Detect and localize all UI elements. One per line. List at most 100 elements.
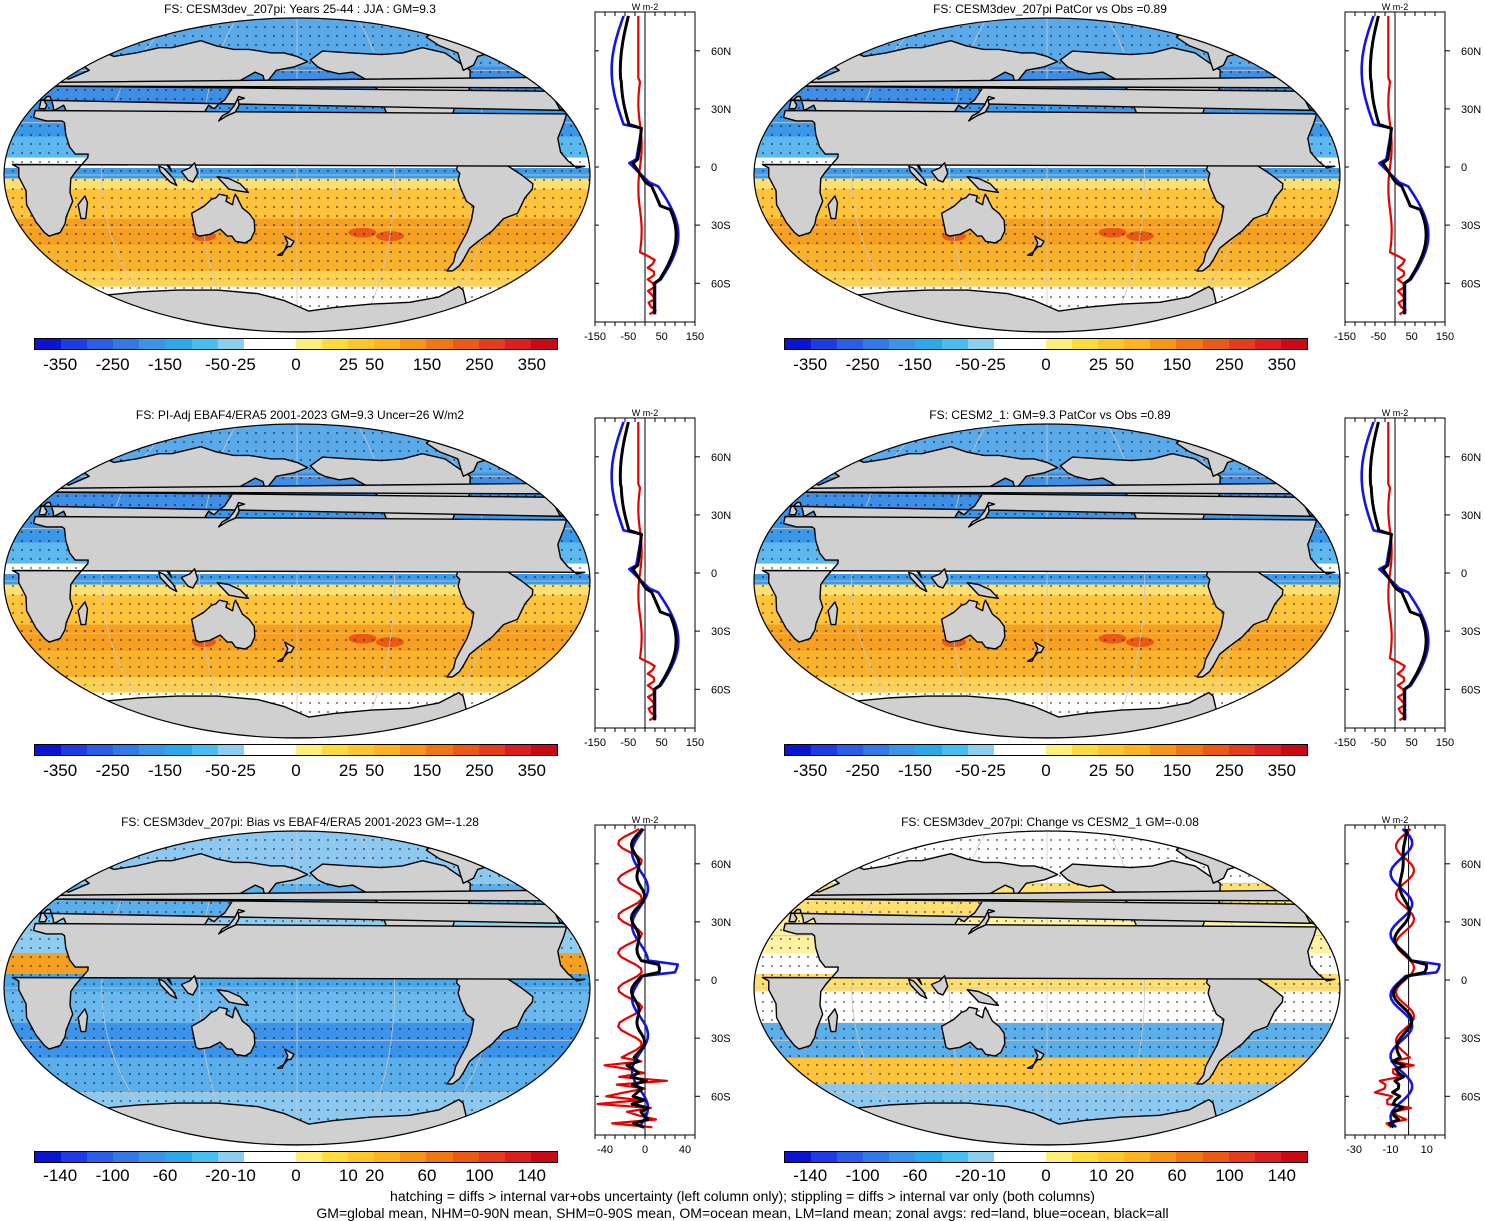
map-field (754, 831, 1340, 1145)
sumatra-land (908, 978, 928, 1000)
colorbar-cell (863, 745, 890, 755)
colorbar-cell (993, 745, 1020, 755)
colorbar-cell (1072, 1152, 1099, 1162)
africa-land (11, 922, 586, 1050)
south-america-land (446, 561, 534, 678)
new-zealand-land (276, 235, 295, 256)
sumatra-land (908, 165, 928, 187)
x-tick-label: 40 (679, 1144, 691, 1156)
lat-tick-label: 0 (1461, 975, 1467, 987)
colorbar-label: -250 (95, 761, 130, 780)
unit-label: W m-2 (632, 408, 659, 418)
colorbar-cell (530, 745, 557, 755)
colorbar-cell (1202, 339, 1229, 349)
colorbar-cell (322, 745, 349, 755)
lat-tick-label: 30N (711, 917, 731, 929)
colorbar-label: -25 (231, 355, 256, 374)
colorbar-cell (1228, 1152, 1255, 1162)
panel-title: FS: CESM3dev_207pi: Years 25-44 : JJA : … (164, 2, 436, 16)
colorbar-cell (374, 339, 401, 349)
lat-tick-label: 30S (1461, 626, 1481, 638)
colorbar-label: 20 (365, 1166, 385, 1185)
colorbar-label: 250 (465, 761, 494, 780)
new-zealand-land (1026, 641, 1045, 662)
zonal-average-plot: -150 -50 50 150 W m-2 60N 30N 0 30S 60S (1334, 2, 1481, 343)
unit-label: W m-2 (632, 815, 659, 825)
x-tick-label: 150 (686, 737, 704, 749)
africa-land (11, 515, 586, 643)
map-border (3, 423, 591, 739)
madagascar-land (827, 1008, 839, 1033)
colorbar-cell (811, 339, 838, 349)
colorbar-cell (941, 745, 968, 755)
colorbar-cell (1150, 1152, 1177, 1162)
colorbar-cell (165, 1152, 192, 1162)
colorbar-cell (400, 745, 427, 755)
colorbar-cell (863, 339, 890, 349)
colorbar-cell (295, 1152, 323, 1162)
colorbar-cell (165, 745, 192, 755)
colorbar-cell (504, 1152, 531, 1162)
colorbar-cell (61, 1152, 88, 1162)
lat-tick-label: 30N (711, 510, 731, 522)
colorbar-cell (322, 1152, 349, 1162)
colorbar-cell (941, 1152, 968, 1162)
zonal-average-plot: -150 -50 50 150 W m-2 60N 30N 0 30S 60S (1334, 408, 1481, 749)
colorbar-label: -350 (793, 761, 828, 780)
colorbar-label: -150 (897, 355, 933, 374)
colorbar-cell (1150, 339, 1177, 349)
colorbar-cell (269, 1152, 296, 1162)
colorbar-labels: -350 -250 -150 -50 -25 0 25 50 150 250 350 (784, 355, 1308, 379)
borneo-land (930, 568, 949, 589)
madagascar-land (827, 601, 839, 626)
lat-tick-label: 60S (711, 684, 731, 696)
colorbar-cell (1176, 339, 1203, 349)
panel-title: FS: CESM3dev_207pi PatCor vs Obs =0.89 (933, 2, 1167, 16)
colorbar-label: -20 (955, 1166, 980, 1185)
panel-title: FS: CESM3dev_207pi: Change vs CESM2_1 GM… (901, 815, 1199, 829)
new-zealand-land (1026, 1048, 1045, 1069)
land-zonal-line (637, 15, 657, 316)
south-america-land (446, 155, 534, 272)
colorbar-cell (217, 1152, 244, 1162)
lat-tick-label: 30N (1461, 104, 1481, 116)
lat-tick-label: 60S (1461, 1091, 1481, 1103)
colorbar-label: 150 (1162, 761, 1192, 780)
colorbar-cell (967, 339, 994, 349)
colorbar-cell (217, 745, 244, 755)
colorbar-label: 150 (412, 761, 442, 780)
colorbar-cell (1019, 745, 1046, 755)
colorbar-cell (348, 339, 375, 349)
colorbar-cell (993, 339, 1020, 349)
colorbar-cell (348, 1152, 375, 1162)
lat-tick-label: 60S (1461, 278, 1481, 290)
colorbar-labels: -350 -250 -150 -50 -25 0 25 50 150 250 350 (34, 355, 558, 379)
colorbar-cell (35, 745, 62, 755)
global-map (3, 423, 591, 739)
colorbar-cell (426, 1152, 453, 1162)
colorbar (34, 744, 558, 756)
lat-tick-label: 30N (1461, 510, 1481, 522)
colorbar-label: -100 (95, 1166, 130, 1185)
colorbar-label: -25 (981, 761, 1006, 780)
colorbar-cell (837, 745, 864, 755)
colorbar-label: 25 (338, 355, 358, 374)
colorbar-label: -140 (793, 1166, 828, 1185)
colorbar-cell (426, 745, 453, 755)
australia-land (940, 1006, 1006, 1057)
colorbar-cell (1098, 745, 1125, 755)
all-zonal-line (1368, 421, 1428, 721)
colorbar-cell (374, 745, 401, 755)
colorbar (34, 338, 558, 350)
colorbar-cell (785, 745, 812, 755)
panel-title: FS: CESM3dev_207pi: Bias vs EBAF4/ERA5 2… (121, 815, 479, 829)
colorbar-cell (87, 1152, 114, 1162)
all-zonal-line (1388, 828, 1428, 1129)
map-field (754, 424, 1340, 738)
borneo-land (180, 568, 199, 589)
colorbar-cell (915, 745, 942, 755)
x-tick-label: -50 (620, 737, 636, 749)
lat-tick-label: 0 (711, 162, 717, 174)
colorbar-cell (1254, 339, 1281, 349)
colorbar-cell (889, 745, 916, 755)
